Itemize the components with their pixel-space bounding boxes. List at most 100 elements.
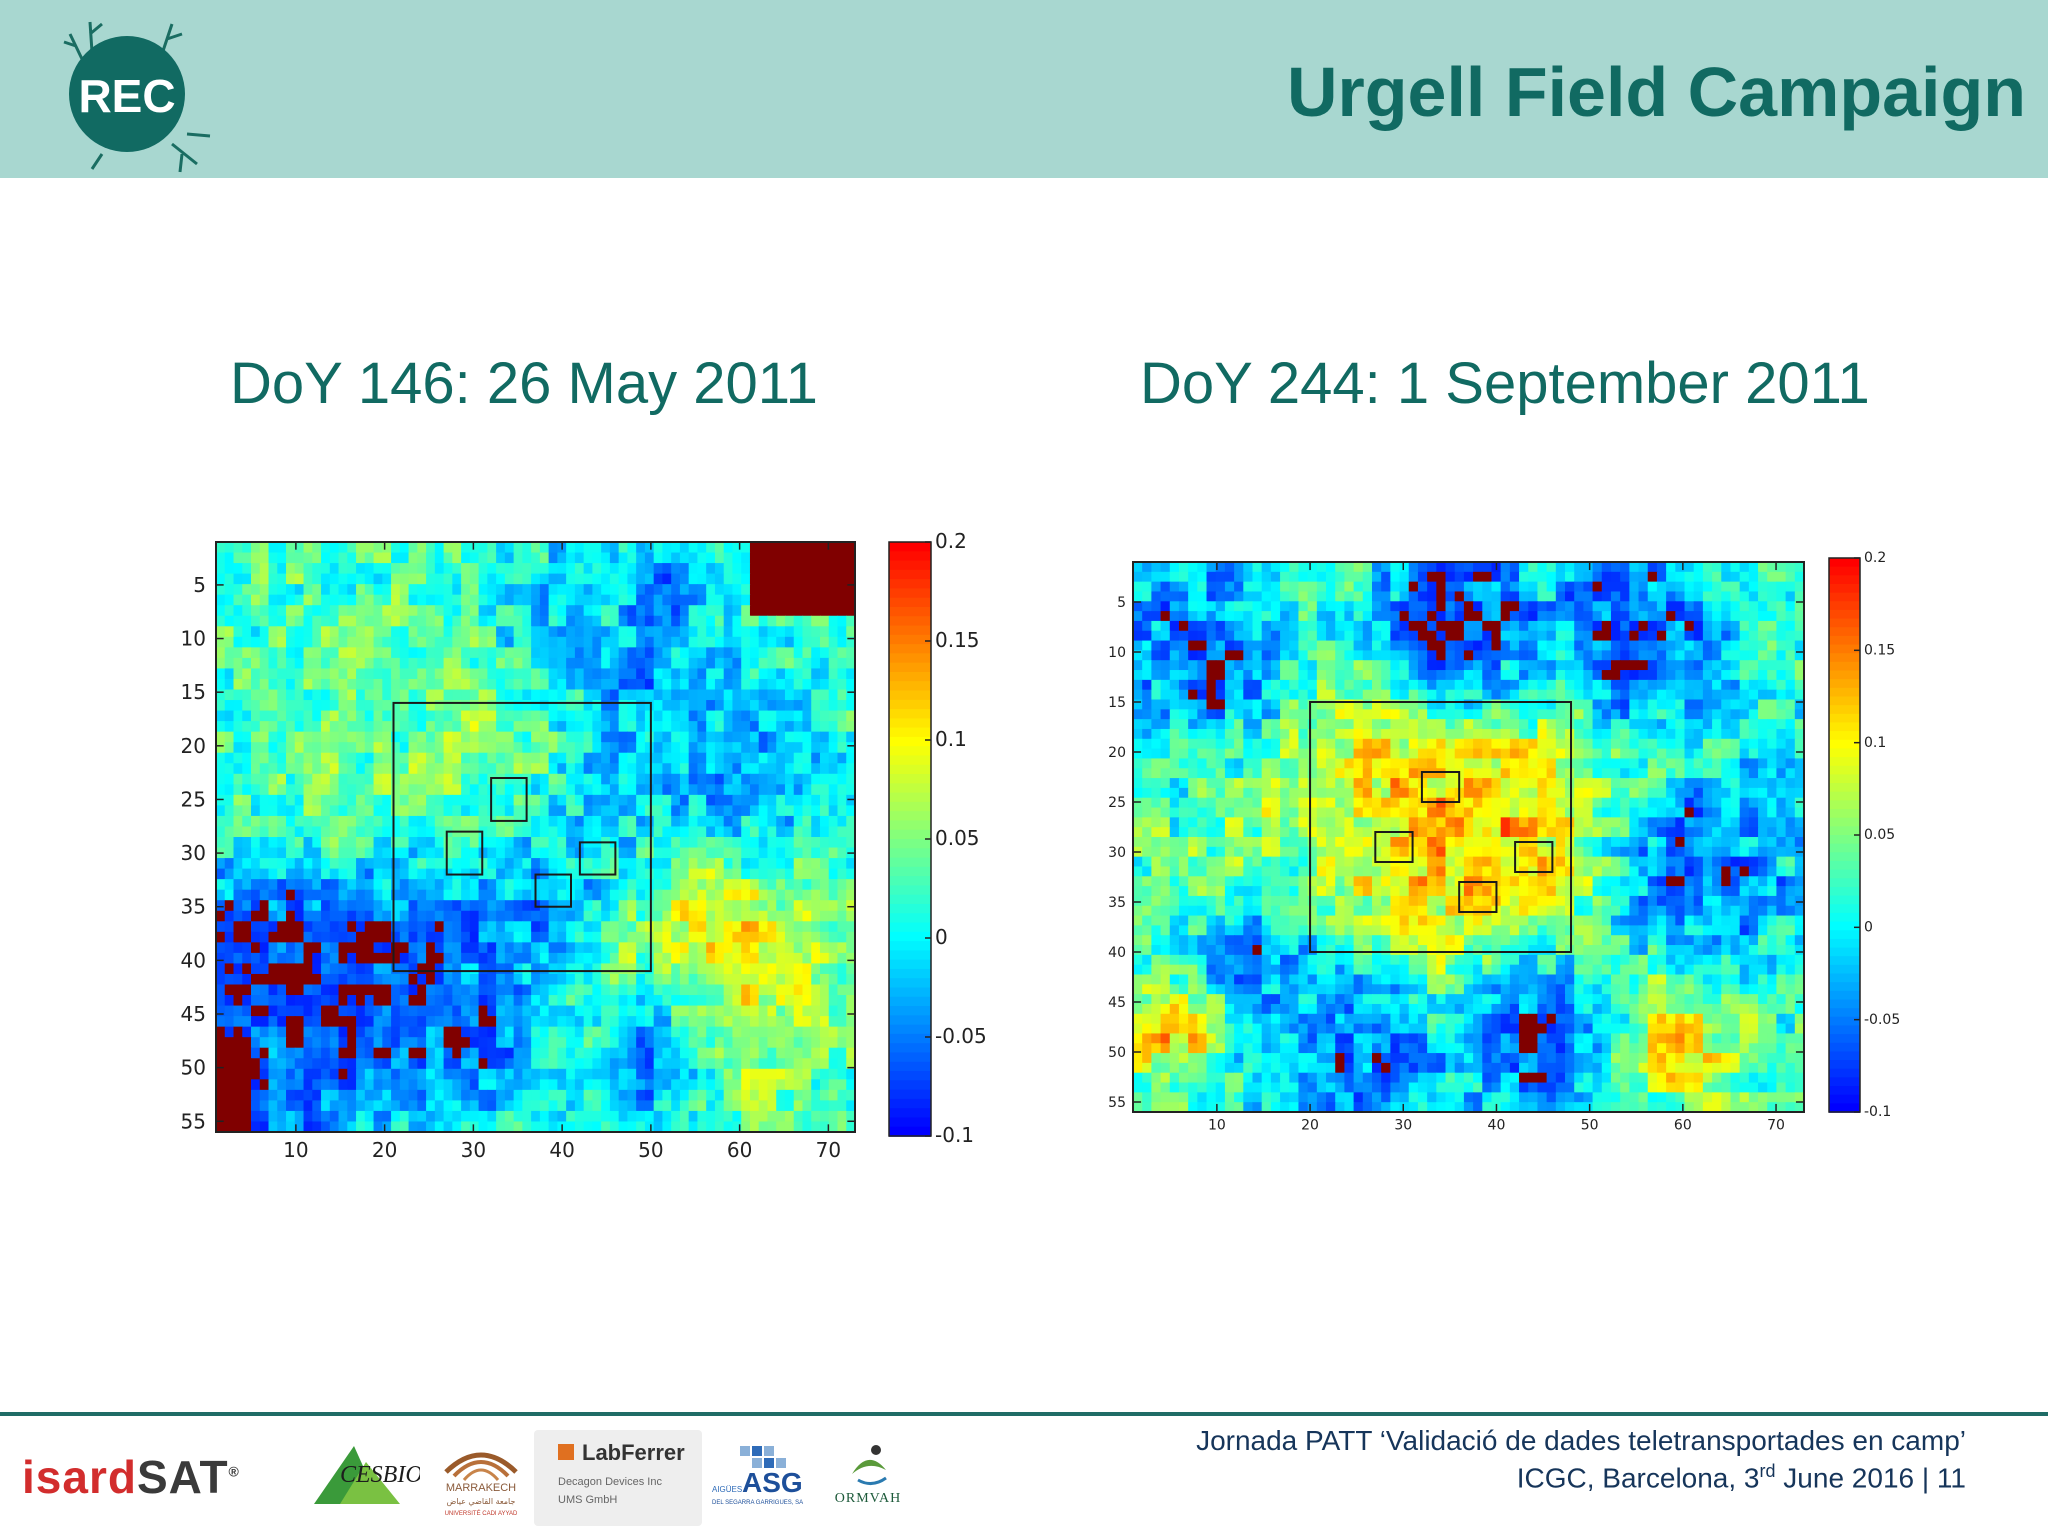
heatmap-cell [259, 594, 270, 606]
heatmap-cell [741, 973, 751, 986]
heatmap-cell [286, 900, 296, 912]
heatmap-cell [837, 815, 847, 828]
heatmap-cell [714, 1068, 725, 1080]
heatmap-cell [1151, 620, 1162, 632]
heatmap-cell [846, 931, 856, 943]
heatmap-cell [776, 657, 786, 670]
heatmap-cell [513, 858, 523, 870]
heatmap-cell [277, 657, 287, 670]
heatmap-cell [1565, 611, 1575, 622]
heatmap-cell [758, 700, 769, 712]
heatmap-cell [303, 942, 313, 954]
heatmap-cell [286, 847, 296, 859]
heatmap-cell [776, 731, 786, 743]
heatmap-cell [338, 605, 348, 617]
heatmap-cell [1555, 581, 1566, 593]
heatmap-cell [846, 721, 856, 733]
heatmap-cell [303, 721, 313, 733]
heatmap-cell [1316, 601, 1327, 612]
heatmap-cell [1546, 591, 1557, 602]
heatmap-cell [286, 868, 296, 880]
heatmap-cell [723, 868, 734, 880]
heatmap-cell [697, 731, 707, 743]
heatmap-cell [286, 1005, 296, 1017]
heatmap-cell [408, 847, 418, 859]
heatmap-cell [776, 910, 786, 922]
heatmap-cell [242, 868, 252, 880]
heatmap-cell [1206, 611, 1217, 622]
heatmap-cell [583, 889, 593, 901]
heatmap-cell [741, 573, 751, 585]
heatmap-cell [286, 1100, 296, 1112]
heatmap-cell [294, 584, 305, 596]
heatmap-cell [557, 1110, 567, 1123]
heatmap-cell [294, 773, 305, 785]
heatmap-cell [784, 1005, 795, 1017]
heatmap-cell [487, 1026, 497, 1038]
heatmap-cell [749, 700, 760, 712]
heatmap-cell [1601, 640, 1612, 651]
heatmap-cell [321, 710, 331, 722]
heatmap-cell [811, 689, 821, 701]
heatmap-cell [671, 931, 681, 943]
heatmap-cell [242, 826, 252, 838]
heatmap-cell [303, 731, 313, 743]
heatmap-cell [688, 615, 699, 627]
heatmap-cell [539, 858, 550, 870]
heatmap-cell [662, 1037, 672, 1049]
heatmap-cell [706, 1089, 716, 1101]
heatmap-cell [268, 1047, 278, 1059]
heatmap-cell [487, 1121, 497, 1133]
heatmap-cell [268, 773, 278, 785]
heatmap-cell [618, 1047, 629, 1059]
heatmap-cell [679, 984, 690, 996]
heatmap-cell [531, 1121, 541, 1133]
heatmap-cell [1610, 630, 1621, 642]
heatmap-cell [312, 1058, 322, 1070]
heatmap-cell [1712, 630, 1722, 642]
heatmap-cell [373, 952, 383, 965]
heatmap-cell [268, 1110, 278, 1123]
heatmap-cell [504, 847, 515, 859]
heatmap-cell [329, 573, 340, 585]
heatmap-cell [452, 1037, 462, 1049]
heatmap-cell [469, 815, 480, 828]
heatmap-cell [408, 1089, 418, 1101]
heatmap-cell [531, 668, 541, 680]
heatmap-cell [321, 1110, 331, 1123]
heatmap-cell [1537, 640, 1548, 651]
heatmap-cell [767, 1100, 777, 1112]
heatmap-cell [548, 742, 558, 754]
heatmap-cell [312, 942, 322, 954]
heatmap-cell [382, 752, 392, 764]
heatmap-cell [592, 1016, 602, 1028]
heatmap-cell [434, 826, 445, 838]
heatmap-cell [653, 1079, 664, 1091]
heatmap-cell [723, 847, 734, 859]
heatmap-cell [679, 563, 690, 575]
heatmap-cell [697, 826, 707, 838]
heatmap-cell [679, 731, 690, 743]
heatmap-cell [784, 763, 795, 775]
heatmap-cell [496, 963, 506, 975]
heatmap-cell [714, 826, 725, 838]
heatmap-cell [251, 678, 261, 691]
heatmap-cell [714, 931, 725, 943]
heatmap-cell [1335, 640, 1346, 651]
heatmap-cell [504, 594, 515, 606]
heatmap-cell [469, 995, 480, 1007]
heatmap-cell [321, 1026, 331, 1038]
heatmap-cell [811, 700, 821, 712]
heatmap-cell [461, 879, 471, 891]
heatmap-cell [513, 584, 523, 596]
heatmap-cell [434, 910, 445, 922]
heatmap-cell [732, 763, 742, 775]
heatmap-cell [732, 678, 742, 691]
heatmap-cell [758, 1068, 769, 1080]
heatmap-cell [364, 805, 375, 817]
heatmap-cell [531, 815, 541, 828]
heatmap-cell [268, 921, 278, 933]
heatmap-cell [443, 731, 453, 743]
heatmap-cell [277, 752, 287, 764]
heatmap-cell [732, 647, 742, 659]
